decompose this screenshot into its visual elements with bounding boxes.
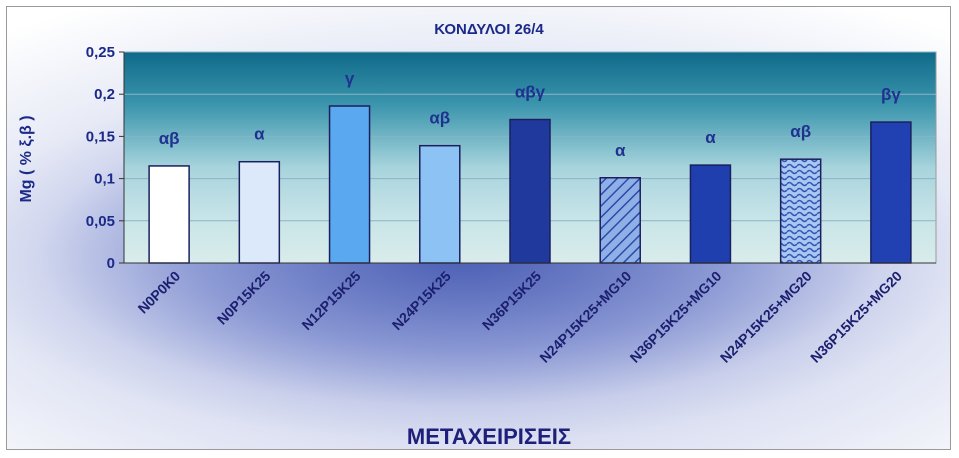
y-tick-label: 0,25 bbox=[86, 44, 115, 61]
chart-title: ΚΟΝΔΥΛΟΙ 26/4 bbox=[434, 21, 544, 38]
significance-label: αβ bbox=[159, 129, 180, 148]
chart-frame: αβ α γ αβ αβγ α α αβ βγ 0 0,05 0,1 0,15 0,2 0,25 N0P0… bbox=[6, 6, 951, 450]
bar bbox=[599, 177, 641, 264]
x-axis-label: ΜΕΤΑΧΕΙΡΙΣΕΙΣ bbox=[407, 424, 571, 449]
significance-label: αβ bbox=[790, 122, 811, 141]
x-tick-label: N24P15K25+MG20 bbox=[717, 268, 815, 366]
bar bbox=[328, 105, 371, 264]
x-tick-label: N12P15K25 bbox=[298, 268, 363, 333]
bar bbox=[148, 165, 190, 264]
x-tick-label: N0P15K25 bbox=[214, 268, 274, 328]
chart: αβ α γ αβ αβγ α α αβ βγ 0 0,05 0,1 0,15 0,2 0,25 N0P0… bbox=[18, 21, 937, 449]
y-tick-label: 0,2 bbox=[94, 86, 115, 103]
bar bbox=[779, 158, 822, 264]
bar bbox=[870, 121, 912, 264]
significance-label: γ bbox=[345, 69, 355, 88]
x-tick-label: N36P15K25+MG10 bbox=[627, 268, 725, 366]
x-tick-label: N24P15K25+MG10 bbox=[536, 268, 634, 366]
y-tick-label: 0,1 bbox=[94, 171, 115, 188]
bar bbox=[238, 160, 281, 264]
x-tick-label: N36P15K25 bbox=[479, 268, 544, 333]
bar bbox=[509, 118, 551, 264]
y-axis-label: Mg ( % ξ.β ) bbox=[18, 115, 35, 202]
bar bbox=[419, 144, 461, 264]
y-tick-label: 0,05 bbox=[86, 213, 115, 230]
significance-label: α bbox=[254, 125, 265, 144]
significance-label: βγ bbox=[881, 85, 901, 104]
y-tick-label: 0 bbox=[107, 255, 115, 272]
significance-label: αβ bbox=[429, 109, 450, 128]
bar bbox=[689, 164, 732, 264]
x-tick-label: N24P15K25 bbox=[389, 268, 454, 333]
significance-label: αβγ bbox=[515, 83, 546, 102]
significance-label: α bbox=[615, 141, 626, 160]
x-tick-label: N0P0K0 bbox=[134, 268, 183, 317]
y-tick-label: 0,15 bbox=[86, 128, 115, 145]
significance-label: α bbox=[705, 128, 716, 147]
x-tick-label: N36P15K25+MG20 bbox=[807, 268, 905, 366]
